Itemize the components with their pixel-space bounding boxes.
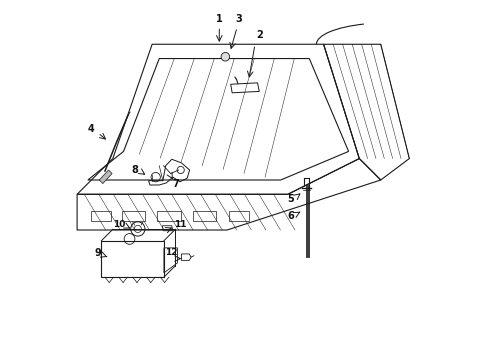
Bar [92, 211, 111, 221]
Text: 12: 12 [166, 248, 178, 257]
Text: 10: 10 [113, 220, 125, 229]
Bar [229, 211, 248, 221]
Text: 9: 9 [95, 248, 101, 258]
Text: 7: 7 [172, 179, 179, 189]
Circle shape [221, 53, 230, 61]
Polygon shape [99, 170, 112, 184]
Text: 5: 5 [287, 194, 294, 203]
Bar [193, 211, 217, 221]
Bar [122, 211, 145, 221]
Text: 4: 4 [87, 124, 94, 134]
Text: 2: 2 [256, 30, 263, 40]
Bar [157, 211, 181, 221]
Text: 11: 11 [174, 220, 186, 229]
Text: 1: 1 [216, 14, 222, 24]
Bar [101, 241, 164, 277]
Text: 3: 3 [236, 14, 242, 24]
Text: 8: 8 [131, 165, 138, 175]
Text: 6: 6 [287, 211, 294, 221]
